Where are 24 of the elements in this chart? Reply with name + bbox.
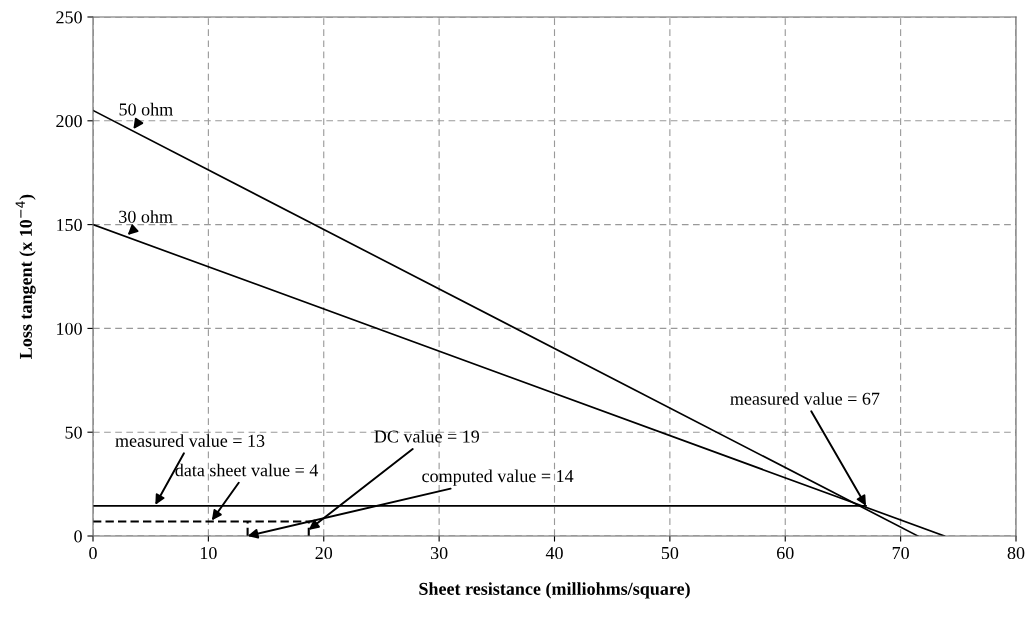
annotation: DC value = 19 [374,429,480,443]
x-tick-label: 60 [777,546,794,560]
annotation: 30 ohm [119,210,173,223]
y-tick-label: 50 [65,426,82,439]
y-axis-title: Loss tangent (x 10$^{−4}$) [15,194,36,359]
x-tick-label: 20 [315,546,333,560]
x-tick-label: 30 [430,546,448,560]
annotation: computed value = 14 [422,469,574,486]
x-tick-label: 40 [545,546,563,560]
x-tick-label: 0 [89,546,97,560]
annotation: measured value = 13 [115,434,265,447]
y-tick-label: 0 [74,530,82,543]
x-tick-label: 80 [1007,546,1025,560]
y-tick-label: 250 [56,11,82,24]
x-tick-label: 10 [200,546,217,560]
y-tick-label: 150 [57,218,82,232]
annotation: 50 ohm [119,102,173,116]
annotation: data sheet value = 4 [175,463,319,477]
y-tick-label: 100 [57,322,82,335]
y-tick-label: 200 [56,115,82,128]
annotation: measured value = 67 [730,392,880,405]
x-axis-title: Sheet resistance (milliohms/square) [419,582,690,599]
x-tick-label: 70 [892,546,909,560]
x-tick-label: 50 [661,546,679,560]
